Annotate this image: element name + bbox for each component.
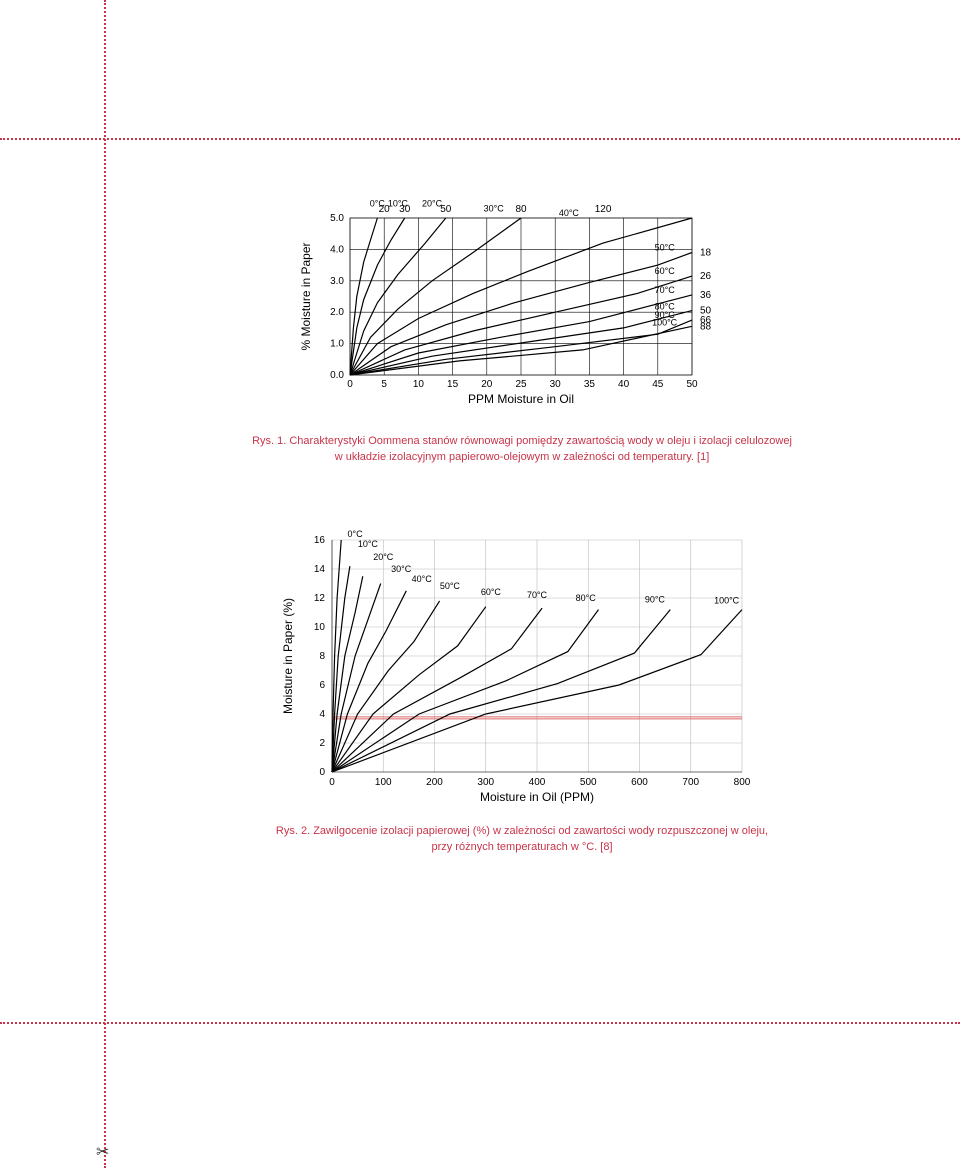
svg-text:3.0: 3.0 [330, 276, 344, 287]
svg-text:400: 400 [529, 777, 546, 788]
svg-text:0°C: 0°C [348, 529, 364, 539]
svg-text:50°C: 50°C [655, 243, 676, 253]
svg-text:30: 30 [399, 204, 411, 215]
svg-text:16: 16 [314, 535, 326, 546]
svg-text:100°C: 100°C [714, 596, 740, 606]
svg-text:60°C: 60°C [655, 266, 676, 276]
svg-text:8: 8 [319, 651, 325, 662]
svg-text:30°C: 30°C [484, 203, 505, 213]
caption-chart-1: Rys. 1. Charakterystyki Oommena stanów r… [222, 434, 822, 466]
svg-text:30°C: 30°C [391, 564, 412, 574]
scissors-icon: ✂ [96, 1142, 109, 1162]
caption-chart-2: Rys. 2. Zawilgocenie izolacji papierowej… [222, 824, 822, 856]
svg-text:14: 14 [314, 564, 326, 575]
svg-text:5: 5 [381, 379, 387, 390]
svg-text:600: 600 [631, 777, 648, 788]
svg-text:40°C: 40°C [412, 574, 433, 584]
svg-text:10: 10 [413, 379, 425, 390]
svg-text:25: 25 [515, 379, 527, 390]
svg-text:40°C: 40°C [559, 208, 580, 218]
svg-text:0: 0 [329, 777, 335, 788]
svg-text:80: 80 [515, 204, 527, 215]
svg-text:36: 36 [700, 290, 712, 301]
margin-line-top [0, 138, 960, 140]
svg-text:15: 15 [447, 379, 459, 390]
margin-line-bottom [0, 1022, 960, 1024]
svg-text:100°C: 100°C [652, 317, 678, 327]
svg-text:2.0: 2.0 [330, 307, 344, 318]
svg-text:6: 6 [319, 680, 325, 691]
svg-text:300: 300 [477, 777, 494, 788]
svg-text:40: 40 [618, 379, 630, 390]
svg-text:30: 30 [550, 379, 562, 390]
svg-text:90°C: 90°C [645, 594, 666, 604]
margin-line-vertical [104, 0, 106, 1168]
svg-text:70°C: 70°C [527, 590, 548, 600]
svg-text:60°C: 60°C [481, 587, 502, 597]
svg-text:26: 26 [700, 271, 712, 282]
svg-text:10: 10 [314, 622, 326, 633]
svg-text:50: 50 [440, 204, 452, 215]
svg-text:0: 0 [319, 767, 325, 778]
svg-text:4.0: 4.0 [330, 244, 344, 255]
svg-text:5.0: 5.0 [330, 213, 344, 224]
svg-text:0: 0 [347, 379, 353, 390]
svg-text:50°C: 50°C [440, 581, 461, 591]
svg-text:2: 2 [319, 738, 325, 749]
svg-text:Moisture in Oil (PPM): Moisture in Oil (PPM) [480, 790, 594, 804]
page-content: 051015202530354045500.01.02.03.04.05.00°… [222, 190, 822, 856]
svg-text:50: 50 [686, 379, 698, 390]
svg-text:80°C: 80°C [576, 593, 597, 603]
svg-text:45: 45 [652, 379, 664, 390]
svg-text:0.0: 0.0 [330, 370, 344, 381]
svg-text:700: 700 [682, 777, 699, 788]
svg-text:Moisture in Paper (%): Moisture in Paper (%) [281, 598, 295, 714]
svg-text:4: 4 [319, 709, 325, 720]
svg-text:200: 200 [426, 777, 443, 788]
svg-text:70°C: 70°C [655, 285, 676, 295]
svg-text:1.0: 1.0 [330, 339, 344, 350]
svg-text:20: 20 [481, 379, 493, 390]
chart-2-moisture: 0 100 200 300 400 500 600 700 800 0 2 4 6 8 10 12 14 16 0°… [222, 520, 822, 810]
svg-text:12: 12 [314, 593, 326, 604]
svg-text:100: 100 [375, 777, 392, 788]
svg-text:500: 500 [580, 777, 597, 788]
svg-text:% Moisture in Paper: % Moisture in Paper [299, 242, 313, 350]
svg-text:35: 35 [584, 379, 596, 390]
svg-text:20°C: 20°C [373, 552, 394, 562]
svg-text:120: 120 [595, 204, 612, 215]
chart-1-oommen: 051015202530354045500.01.02.03.04.05.00°… [222, 190, 822, 420]
svg-text:10°C: 10°C [358, 539, 379, 549]
svg-text:PPM Moisture in Oil: PPM Moisture in Oil [468, 392, 574, 406]
svg-text:800: 800 [734, 777, 751, 788]
svg-text:88: 88 [700, 321, 712, 332]
svg-text:20: 20 [379, 204, 391, 215]
svg-text:18: 18 [700, 248, 712, 259]
